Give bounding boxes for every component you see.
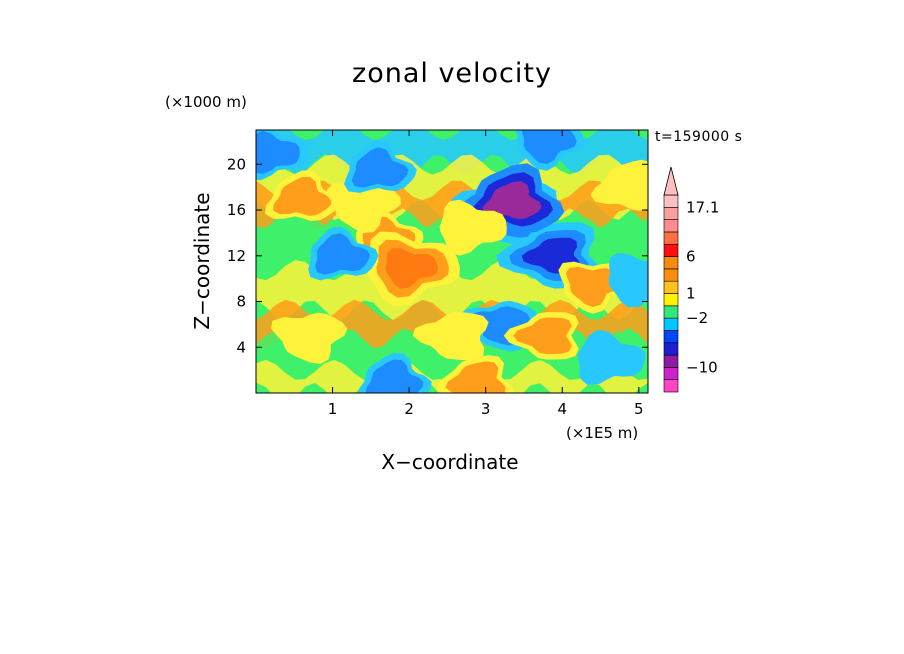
chart-title: zonal velocity	[352, 58, 552, 89]
colorbar-segment	[663, 280, 679, 294]
colorbar-label: −2	[686, 309, 708, 327]
colorbar-label: 1	[686, 285, 696, 303]
field-contour	[412, 312, 489, 361]
colorbar-segment	[663, 317, 679, 331]
y-axis-multiplier: (×1000 m)	[165, 93, 247, 111]
field-contour	[590, 159, 648, 211]
y-tick-label: 8	[236, 293, 246, 311]
colorbar-label: 17.1	[686, 198, 719, 216]
field-contour	[365, 359, 424, 393]
field-contour	[608, 252, 648, 308]
x-axis-multiplier: (×1E5 m)	[566, 424, 639, 442]
colorbar-label: 6	[686, 248, 696, 266]
field-contour	[565, 266, 623, 307]
colorbar-segment	[663, 342, 679, 356]
colorbar-segment	[663, 379, 679, 393]
colorbar-label: −10	[686, 358, 718, 376]
colorbar-segment	[663, 231, 679, 245]
colorbar-segment	[663, 367, 679, 380]
field-contour	[521, 130, 577, 164]
field-contour	[385, 248, 438, 289]
x-tick-label: 3	[481, 400, 491, 418]
y-tick-label: 12	[227, 247, 246, 265]
y-tick-label: 16	[227, 201, 246, 219]
field-contour	[513, 317, 572, 355]
colorbar-segment	[663, 194, 679, 208]
colorbar-segment	[663, 354, 679, 368]
x-tick-label: 2	[404, 400, 414, 418]
field-contour	[577, 329, 646, 385]
x-tick-label: 5	[634, 400, 644, 418]
x-tick-label: 4	[557, 400, 567, 418]
field-contour	[315, 233, 370, 275]
colorbar-segment	[663, 207, 679, 220]
field-contour	[326, 182, 401, 233]
colorbar-segment	[663, 268, 679, 282]
colorbar-segment	[663, 219, 679, 233]
colorbar-arrow	[663, 166, 679, 196]
colorbar-segment	[663, 256, 679, 270]
time-label: t=159000 s	[655, 129, 743, 145]
field-contour	[494, 190, 531, 212]
colorbar-segment	[663, 330, 679, 344]
field-contour	[273, 177, 332, 216]
field-contour	[351, 147, 409, 188]
x-tick-label: 1	[328, 400, 338, 418]
x-axis-label: X−coordinate	[381, 450, 519, 474]
colorbar: 17.1 6 1 −2 −10	[663, 166, 719, 393]
field-contour	[270, 312, 348, 364]
y-tick-label: 4	[236, 338, 246, 356]
field-contour	[256, 130, 300, 174]
field-contour	[439, 199, 507, 256]
plot-frame	[255, 129, 649, 394]
colorbar-segment	[663, 293, 679, 307]
colorbar-segment	[663, 305, 679, 319]
field-contour	[445, 361, 506, 393]
colorbar-segment	[663, 243, 679, 257]
y-tick-label: 20	[227, 155, 246, 173]
velocity-field	[256, 130, 648, 393]
